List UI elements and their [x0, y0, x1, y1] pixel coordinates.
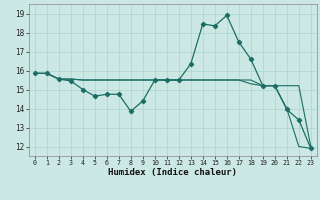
X-axis label: Humidex (Indice chaleur): Humidex (Indice chaleur): [108, 168, 237, 177]
